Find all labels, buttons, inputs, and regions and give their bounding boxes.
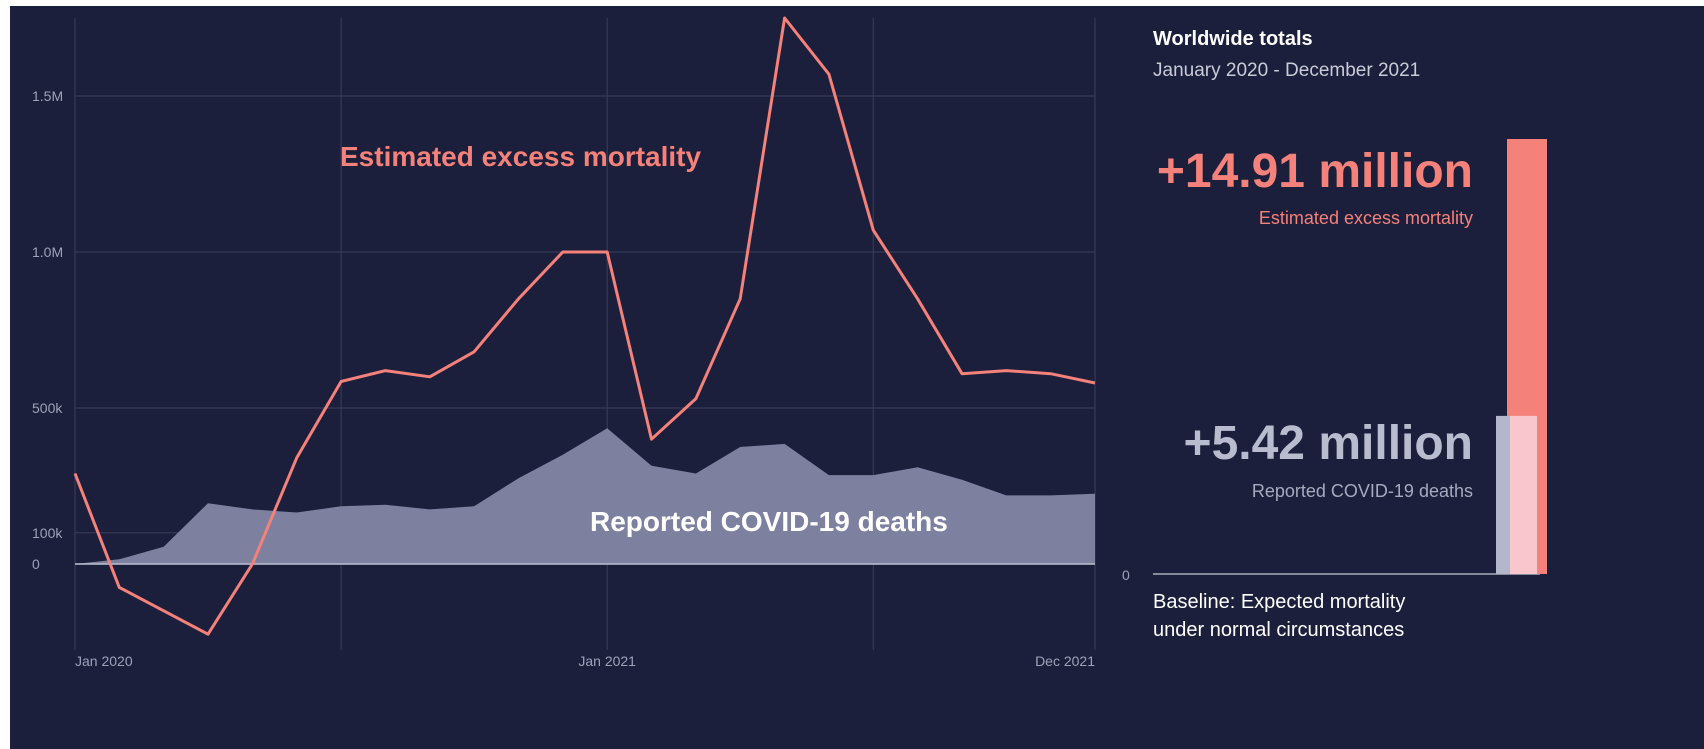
chart-frame: 1.5M 1.0M 500k 100k 0 Jan 2020 Jan 2021 Dec 202… xyxy=(10,6,1704,749)
x-tick-label: Jan 2021 xyxy=(578,653,636,669)
reported-total-value: +5.42 million xyxy=(1183,417,1473,470)
panel-subtitle: January 2020 - December 2021 xyxy=(1153,60,1421,81)
x-tick-label: Dec 2021 xyxy=(1035,653,1095,669)
reported-overlap-bar xyxy=(1510,415,1537,574)
y-tick-label: 1.0M xyxy=(32,244,63,260)
baseline-line-2: under normal circumstances xyxy=(1153,619,1405,641)
excess-total-label: Estimated excess mortality xyxy=(1258,208,1473,228)
x-tick-label: Jan 2020 xyxy=(75,653,133,669)
panel-title: Worldwide totals xyxy=(1153,28,1313,50)
reported-deaths-area xyxy=(75,428,1095,564)
excess-mortality-line xyxy=(73,16,1096,636)
y-tick-label: 500k xyxy=(32,400,63,416)
y-tick-label: 0 xyxy=(32,556,40,572)
excess-total-value: +14.91 million xyxy=(1156,145,1473,198)
excess-annotation: Estimated excess mortality xyxy=(340,141,701,172)
reported-total-label: Reported COVID-19 deaths xyxy=(1251,481,1473,501)
reported-annotation: Reported COVID-19 deaths xyxy=(590,506,948,537)
panel-zero-label: 0 xyxy=(1122,567,1130,583)
y-tick-label: 1.5M xyxy=(32,88,63,104)
reported-total-bar xyxy=(1496,415,1510,574)
baseline-line-1: Baseline: Expected mortality xyxy=(1153,591,1406,613)
y-tick-label: 100k xyxy=(32,525,63,541)
excess-mortality-chart: 1.5M 1.0M 500k 100k 0 Jan 2020 Jan 2021 Dec 202… xyxy=(32,16,1547,669)
